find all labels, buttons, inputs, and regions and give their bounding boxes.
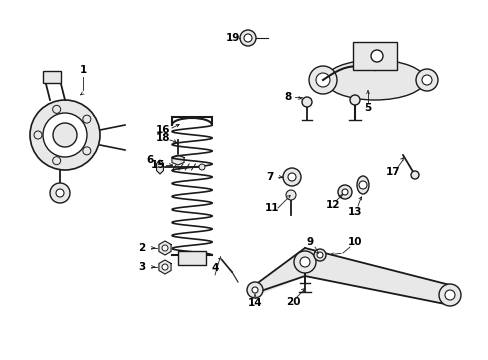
Polygon shape bbox=[156, 160, 163, 174]
FancyBboxPatch shape bbox=[43, 71, 61, 83]
Circle shape bbox=[162, 264, 168, 270]
Circle shape bbox=[53, 157, 61, 165]
Circle shape bbox=[341, 189, 347, 195]
Circle shape bbox=[34, 131, 42, 139]
Circle shape bbox=[313, 249, 325, 261]
Circle shape bbox=[287, 173, 295, 181]
Circle shape bbox=[285, 190, 295, 200]
Circle shape bbox=[82, 147, 91, 155]
Text: 8: 8 bbox=[284, 92, 291, 102]
Circle shape bbox=[251, 287, 258, 293]
Text: 18: 18 bbox=[156, 133, 170, 143]
Circle shape bbox=[240, 30, 256, 46]
Text: 14: 14 bbox=[247, 298, 262, 308]
Circle shape bbox=[30, 100, 100, 170]
Circle shape bbox=[43, 113, 87, 157]
Polygon shape bbox=[159, 241, 171, 255]
Text: 10: 10 bbox=[347, 237, 362, 247]
Text: 11: 11 bbox=[264, 203, 279, 213]
Text: 19: 19 bbox=[225, 33, 240, 43]
Text: 20: 20 bbox=[285, 297, 300, 307]
Circle shape bbox=[337, 185, 351, 199]
FancyBboxPatch shape bbox=[352, 42, 396, 70]
FancyBboxPatch shape bbox=[178, 251, 205, 265]
Circle shape bbox=[53, 123, 77, 147]
Circle shape bbox=[315, 73, 329, 87]
Circle shape bbox=[299, 257, 309, 267]
Circle shape bbox=[199, 164, 204, 170]
Circle shape bbox=[349, 95, 359, 105]
Circle shape bbox=[444, 290, 454, 300]
Text: 12: 12 bbox=[325, 200, 340, 210]
Circle shape bbox=[82, 115, 91, 123]
Circle shape bbox=[438, 284, 460, 306]
Text: 9: 9 bbox=[306, 237, 313, 247]
Circle shape bbox=[246, 282, 263, 298]
Circle shape bbox=[53, 105, 61, 113]
Circle shape bbox=[56, 189, 64, 197]
Circle shape bbox=[410, 171, 418, 179]
Polygon shape bbox=[172, 155, 183, 165]
Circle shape bbox=[308, 66, 336, 94]
Text: 13: 13 bbox=[347, 207, 362, 217]
Circle shape bbox=[293, 251, 315, 273]
Circle shape bbox=[244, 34, 251, 42]
Circle shape bbox=[50, 183, 70, 203]
Circle shape bbox=[358, 181, 366, 189]
Text: 2: 2 bbox=[138, 243, 145, 253]
Circle shape bbox=[415, 69, 437, 91]
Circle shape bbox=[162, 245, 168, 251]
Text: 7: 7 bbox=[266, 172, 273, 182]
Circle shape bbox=[302, 97, 311, 107]
Text: 6: 6 bbox=[146, 155, 153, 165]
Ellipse shape bbox=[356, 176, 368, 194]
Text: 17: 17 bbox=[385, 167, 400, 177]
Text: 16: 16 bbox=[156, 125, 170, 135]
Text: 3: 3 bbox=[138, 262, 145, 272]
Circle shape bbox=[283, 168, 301, 186]
Text: 1: 1 bbox=[79, 65, 86, 75]
Polygon shape bbox=[254, 248, 449, 305]
Circle shape bbox=[316, 252, 323, 258]
Circle shape bbox=[370, 50, 382, 62]
Polygon shape bbox=[159, 260, 171, 274]
Text: 15: 15 bbox=[150, 160, 165, 170]
Ellipse shape bbox=[325, 60, 424, 100]
Circle shape bbox=[421, 75, 431, 85]
Text: 5: 5 bbox=[364, 103, 371, 113]
Text: 4: 4 bbox=[211, 263, 218, 273]
